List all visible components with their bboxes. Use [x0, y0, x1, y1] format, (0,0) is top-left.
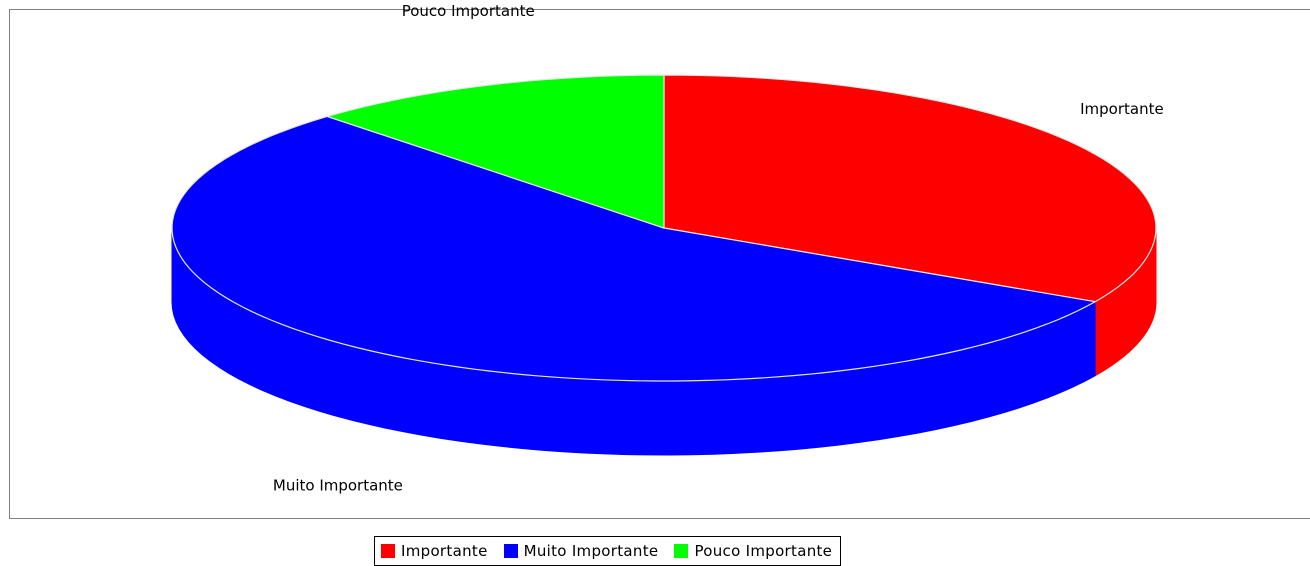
pie-slice-muito-importante	[171, 115, 1096, 382]
pie-slice-importante	[663, 74, 1157, 303]
legend-swatch-muito-importante	[503, 544, 518, 558]
legend: Importante Muito Importante Pouco Import…	[374, 536, 842, 566]
slice-label-importante: Importante	[1080, 100, 1164, 118]
pie-slice-pouco-importante	[326, 74, 665, 229]
legend-label-importante: Importante	[401, 542, 488, 560]
pie-tops	[171, 74, 1157, 382]
legend-swatch-pouco-importante	[674, 544, 689, 558]
legend-item-pouco-importante: Pouco Importante	[674, 542, 832, 560]
slice-label-pouco-importante: Pouco Importante	[402, 2, 535, 20]
slice-label-muito-importante: Muito Importante	[273, 477, 403, 495]
pie-labels: Importante Muito Importante Pouco Importan…	[273, 2, 1164, 495]
legend-label-muito-importante: Muito Importante	[523, 542, 659, 560]
pie-chart: Importante Muito Importante Pouco Importan…	[171, 2, 1164, 495]
legend-item-muito-importante: Muito Importante	[503, 542, 659, 560]
legend-label-pouco-importante: Pouco Importante	[694, 542, 833, 560]
legend-swatch-importante	[381, 544, 395, 558]
legend-item-importante: Importante	[381, 542, 488, 560]
